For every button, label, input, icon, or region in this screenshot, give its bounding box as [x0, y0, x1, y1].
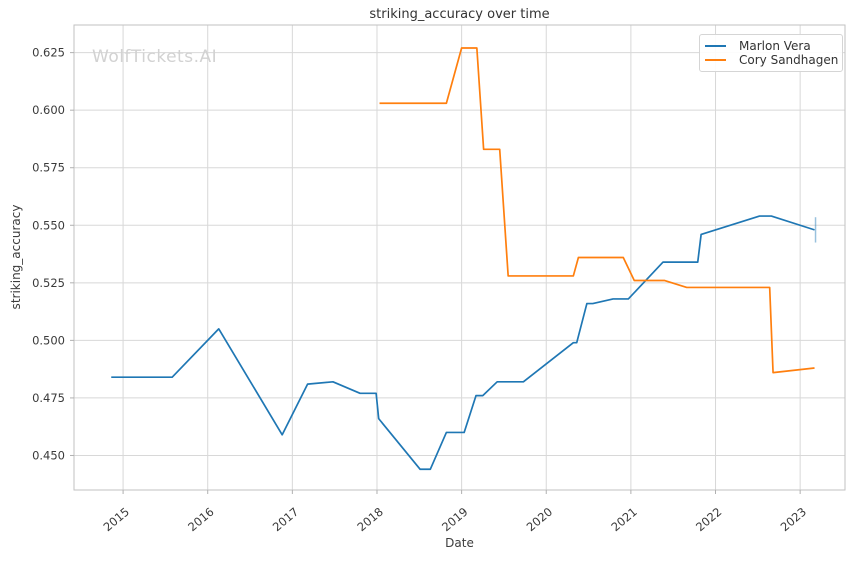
series-line-marlon-vera	[111, 215, 815, 471]
legend-swatch-line-icon	[705, 59, 726, 61]
x-tick-label: 2018	[354, 505, 385, 535]
y-tick-label: 0.600	[32, 103, 65, 117]
series-line-cory-sandhagen	[379, 47, 815, 374]
y-tick-label: 0.525	[32, 276, 65, 290]
x-tick-label: 2020	[524, 505, 555, 535]
y-tick-label: 0.475	[32, 391, 65, 405]
legend-item-marlon-vera: Marlon Vera	[705, 39, 836, 53]
x-tick-label: 2015	[101, 505, 132, 535]
y-tick-label: 0.500	[32, 333, 65, 347]
x-tick-label: 2021	[608, 505, 639, 535]
legend-label: Cory Sandhagen	[739, 53, 839, 67]
x-tick-label: 2023	[778, 505, 809, 535]
y-axis-label: striking_accuracy	[9, 204, 23, 310]
x-tick-label: 2019	[439, 505, 470, 535]
legend-label: Marlon Vera	[739, 39, 811, 53]
x-tick-label: 2022	[693, 505, 724, 535]
legend-swatch-line-icon	[705, 45, 726, 47]
legend: Marlon Vera Cory Sandhagen	[699, 34, 843, 72]
chart-title: striking_accuracy over time	[369, 7, 550, 22]
legend-item-cory-sandhagen: Cory Sandhagen	[705, 53, 839, 67]
y-tick-label: 0.550	[32, 218, 65, 232]
y-tick-label: 0.450	[32, 448, 65, 462]
plot-border	[73, 24, 846, 491]
x-tick-label: 2017	[270, 505, 301, 535]
watermark: WolfTickets.AI	[92, 47, 218, 67]
y-tick-label: 0.575	[32, 161, 65, 175]
y-tick-label: 0.625	[32, 46, 65, 60]
x-tick-label: 2016	[185, 505, 216, 535]
x-axis-label: Date	[445, 536, 474, 550]
